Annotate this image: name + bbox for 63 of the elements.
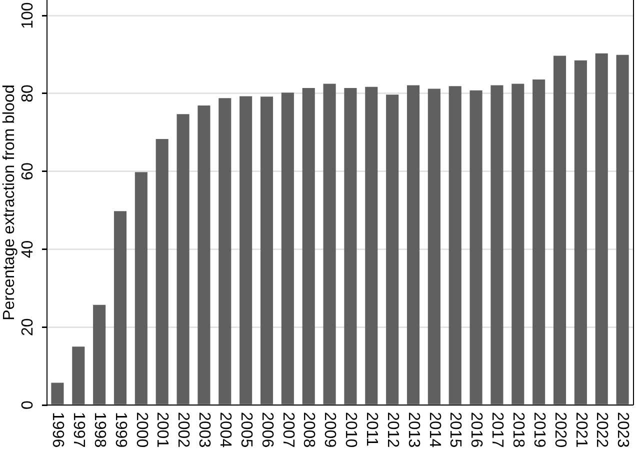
y-tick-label: 40 [19, 240, 36, 258]
bar [51, 382, 64, 404]
bar [260, 96, 274, 404]
bar [616, 54, 629, 404]
x-tick-label: 2012 [384, 412, 401, 448]
bar [406, 85, 420, 404]
bar [156, 139, 168, 404]
bar [490, 85, 504, 404]
x-tick-label: 2007 [279, 412, 296, 448]
bar [344, 88, 357, 404]
x-tick-label: 2003 [196, 412, 213, 448]
bar [386, 94, 399, 404]
bar [512, 84, 524, 404]
bar [302, 88, 315, 404]
y-tick-label: 0 [19, 400, 36, 410]
y-tick-label: 80 [19, 84, 36, 102]
x-tick-label: 2015 [446, 412, 464, 448]
x-tick-label: 1999 [112, 412, 129, 448]
x-tick-label: 2011 [362, 412, 380, 447]
bar [93, 304, 106, 404]
x-tick-label: 2016 [468, 412, 485, 448]
bar [198, 106, 210, 404]
x-tick-label: 1996 [49, 412, 66, 448]
x-tick-label: 2023 [614, 412, 632, 448]
y-tick-label: 20 [19, 318, 36, 336]
y-tick-label: 60 [19, 162, 36, 180]
x-tick-label: 2006 [258, 412, 276, 448]
y-tick-label: 100 [19, 2, 36, 29]
bar [176, 114, 190, 404]
bar [114, 211, 127, 404]
bar [532, 79, 546, 404]
bar [365, 86, 378, 404]
x-tick-label: 2020 [551, 412, 568, 448]
bar [218, 98, 232, 404]
x-tick-label: 2009 [321, 412, 338, 448]
y-axis-title: Percentage extraction from blood [1, 84, 18, 320]
bar [553, 56, 566, 404]
x-tick-label: 2002 [174, 412, 192, 448]
bar [134, 172, 148, 404]
x-tick-label: 2013 [404, 412, 422, 448]
bar [574, 60, 587, 404]
x-tick-label: 1998 [90, 412, 108, 448]
x-tick-label: 2017 [488, 412, 506, 448]
bar [595, 53, 608, 404]
x-tick-label: 2014 [426, 412, 443, 448]
x-tick-label: 2021 [572, 412, 590, 448]
bar [281, 92, 294, 404]
bar [448, 86, 462, 404]
bar [323, 84, 336, 404]
x-tick-label: 2010 [342, 412, 360, 448]
x-tick-label: 2008 [300, 412, 318, 448]
x-tick-label: 1997 [70, 412, 87, 448]
bar [72, 346, 85, 404]
x-tick-label: 2018 [509, 412, 526, 448]
x-tick-label: 2004 [216, 412, 234, 448]
bar [470, 90, 482, 404]
x-tick-label: 2005 [237, 412, 254, 448]
x-tick-label: 2000 [132, 412, 150, 448]
bar [240, 96, 252, 404]
bar [428, 88, 440, 404]
x-tick-label: 2022 [593, 412, 610, 448]
x-tick-label: 2019 [530, 412, 548, 448]
x-tick-label: 2001 [154, 412, 171, 448]
